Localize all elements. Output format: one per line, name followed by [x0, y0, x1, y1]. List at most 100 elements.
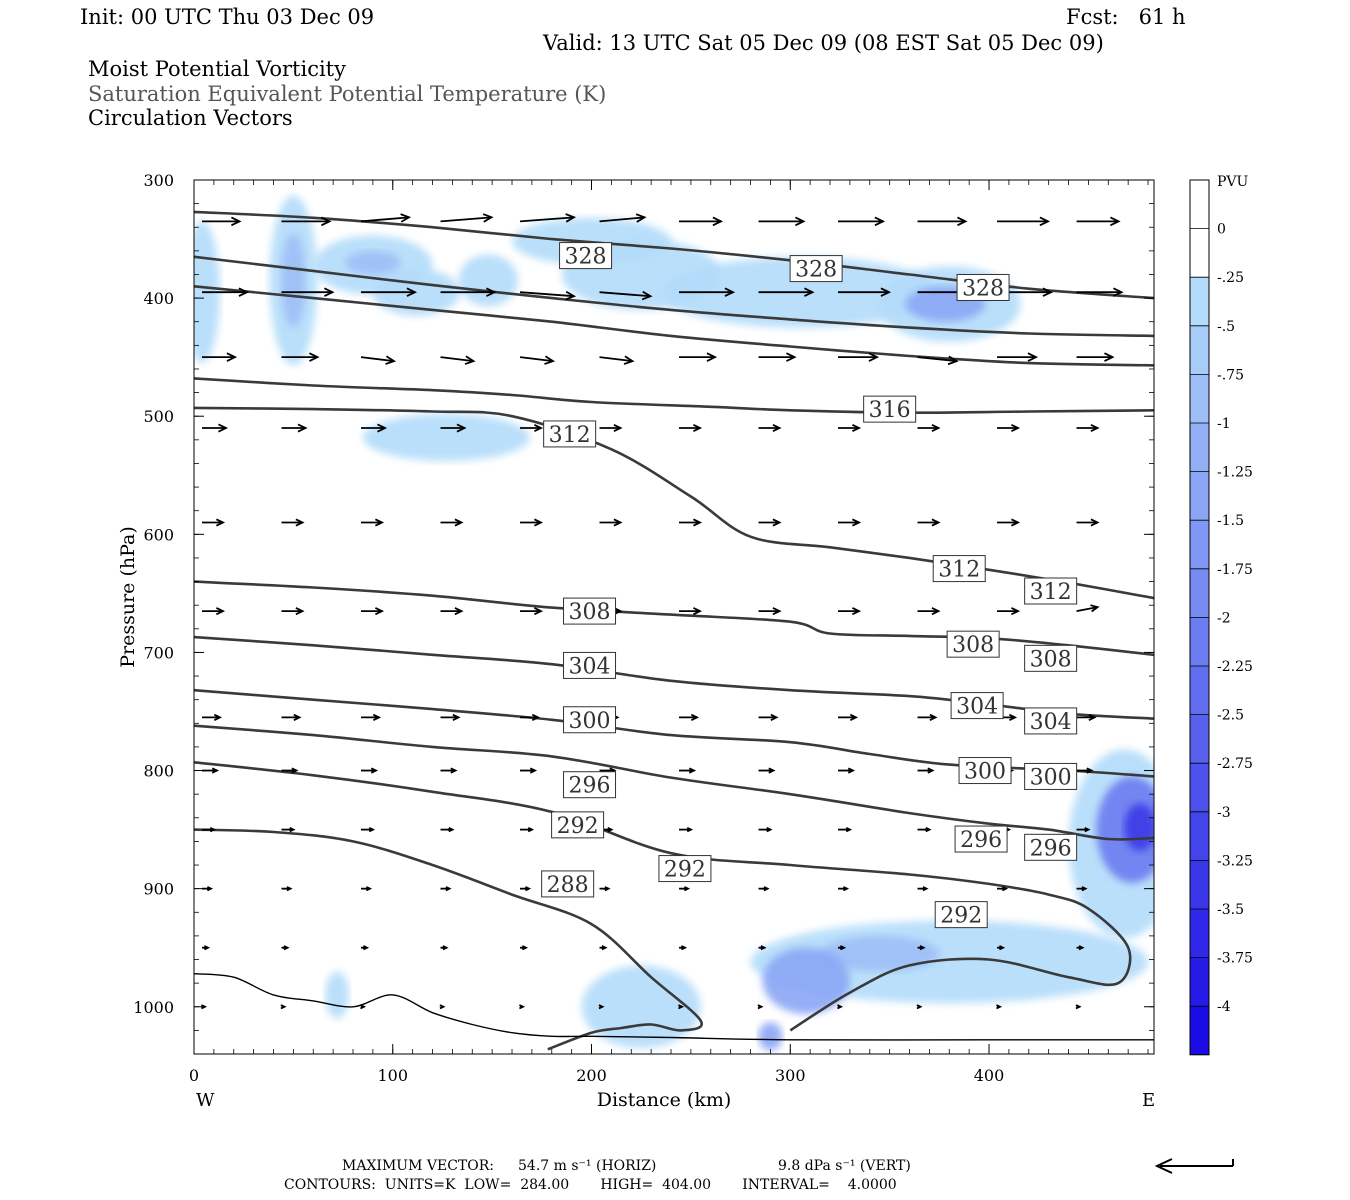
vector-2-2 [360, 355, 397, 365]
svg-text:304: 304 [956, 695, 998, 720]
init-time: Init: 00 UTC Thu 03 Dec 09 [80, 5, 375, 29]
svg-text:328: 328 [565, 245, 607, 270]
circulation-vectors [201, 213, 1124, 1010]
east-label: E [1142, 1090, 1155, 1111]
colorbar-label: -1.25 [1217, 465, 1253, 481]
vector-0-5 [599, 213, 647, 223]
contour-292 [194, 761, 1132, 1032]
vector-8-7 [758, 826, 773, 833]
vector-5-0 [202, 607, 226, 616]
vector-4-7 [758, 518, 782, 527]
vector-4-11 [1076, 518, 1100, 527]
vector-8-8 [838, 826, 853, 833]
forecast-hour: Fcst: 61 h [1066, 5, 1186, 29]
vector-6-4 [520, 713, 541, 721]
vector-10-4 [520, 945, 529, 951]
vector-4-5 [599, 518, 623, 527]
x-tick-label: 100 [377, 1066, 408, 1085]
colorbar-swatch [1190, 471, 1209, 521]
contour-304 [194, 635, 1154, 720]
vector-9-5 [599, 886, 611, 892]
vector-2-1 [281, 352, 320, 362]
vector-10-8 [838, 945, 847, 951]
max-vector-vert: 9.8 dPa s⁻¹ (VERT) [778, 1158, 911, 1174]
colorbar-swatch [1190, 617, 1209, 666]
y-axis-label: Pressure (hPa) [117, 526, 139, 668]
vector-11-11 [1075, 1004, 1082, 1010]
vector-6-1 [281, 713, 302, 721]
vector-4-4 [520, 518, 544, 527]
contour-label-296-0: 296 [563, 771, 617, 799]
vector-3-3 [440, 423, 467, 433]
colorbar: PVU 0 -.25 -.5 -.75 -1 -1.25 -1.5 -1.75 -2 -2.25 -2… [1189, 174, 1253, 1056]
vector-5-7 [758, 607, 782, 616]
vector-7-6 [679, 767, 697, 774]
vector-10-6 [679, 945, 688, 951]
vector-7-11 [1076, 767, 1094, 774]
contour-label-312-0: 312 [543, 420, 597, 448]
vector-7-8 [838, 767, 856, 774]
vector-3-8 [838, 424, 862, 433]
colorbar-swatch [1190, 909, 1209, 958]
vector-7-7 [758, 767, 776, 774]
pv-region-11 [345, 250, 401, 275]
vector-3-6 [679, 424, 703, 433]
contour-label-304-2: 304 [1024, 707, 1078, 735]
vector-11-7 [757, 1004, 764, 1010]
colorbar-label: -4 [1217, 999, 1231, 1015]
svg-text:328: 328 [795, 258, 837, 283]
vector-0-4 [519, 213, 577, 223]
pv-region-4 [458, 254, 518, 307]
vector-11-6 [678, 1004, 685, 1010]
max-vector-label: MAXIMUM VECTOR: [342, 1158, 494, 1174]
vector-3-0 [202, 423, 229, 433]
vector-8-9 [917, 826, 932, 833]
colorbar-label: -1 [1217, 416, 1231, 432]
vector-8-3 [440, 826, 455, 833]
vector-11-10 [996, 1004, 1003, 1010]
vector-7-2 [361, 767, 379, 774]
vector-5-11 [1076, 604, 1100, 613]
vector-6-0 [202, 713, 223, 721]
vector-8-4 [520, 826, 535, 833]
vector-1-8 [838, 287, 892, 297]
colorbar-label: 0 [1217, 222, 1226, 238]
colorbar-swatch [1190, 277, 1209, 326]
vector-11-5 [598, 1004, 605, 1010]
y-tick-label: 300 [143, 171, 174, 190]
vector-3-2 [361, 423, 388, 433]
svg-text:308: 308 [569, 600, 611, 625]
contour-label-296-1: 296 [954, 825, 1008, 853]
vector-0-7 [758, 216, 806, 227]
pv-region-10 [362, 413, 530, 462]
vector-8-0 [202, 826, 217, 833]
svg-text:296: 296 [569, 774, 611, 799]
contour-label-300-0: 300 [563, 706, 617, 734]
contour-324 [194, 255, 1154, 338]
vector-2-3 [440, 355, 476, 365]
colorbar-swatch [1190, 374, 1209, 423]
vector-3-11 [1076, 424, 1100, 433]
colorbar-label: -3 [1217, 805, 1231, 821]
colorbar-label: -2 [1217, 610, 1231, 626]
vector-1-3 [440, 287, 497, 297]
vector-0-10 [997, 216, 1051, 227]
colorbar-swatch [1190, 957, 1209, 1007]
svg-text:288: 288 [547, 873, 589, 898]
vector-7-0 [202, 767, 220, 774]
svg-text:316: 316 [869, 398, 911, 423]
vector-9-2 [361, 886, 373, 892]
colorbar-swatch [1190, 568, 1209, 618]
y-tick-label: 900 [143, 880, 174, 899]
svg-text:328: 328 [962, 276, 1004, 301]
colorbar-swatch [1190, 714, 1209, 764]
vector-1-4 [519, 290, 577, 301]
vector-2-9 [917, 355, 959, 366]
y-tick-label: 400 [143, 289, 174, 308]
vector-1-2 [361, 287, 418, 297]
y-tick-label: 700 [143, 643, 174, 662]
vector-11-4 [519, 1004, 526, 1010]
contour-label-292-2: 292 [934, 901, 988, 929]
pv-region-20 [325, 971, 350, 1019]
